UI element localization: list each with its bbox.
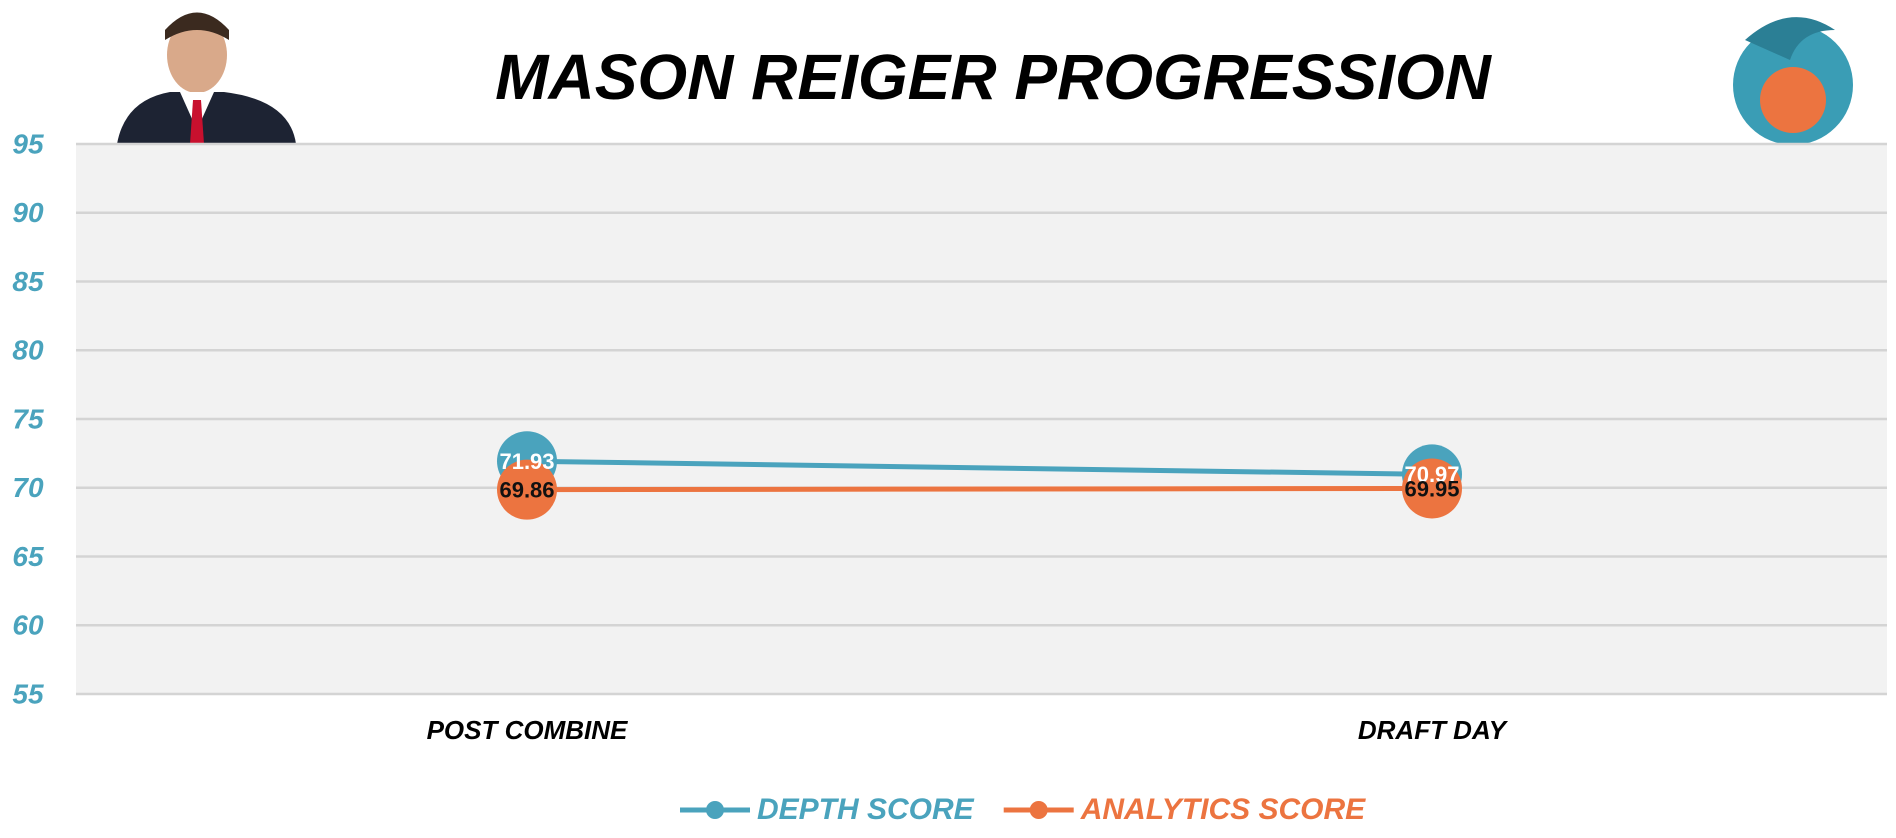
data-label: 69.86 (499, 477, 554, 502)
data-label: 71.93 (499, 449, 554, 474)
y-tick-label: 80 (12, 335, 44, 366)
y-tick-label: 95 (12, 128, 44, 159)
y-tick-label: 90 (12, 197, 44, 228)
point (1402, 458, 1462, 519)
y-tick-label: 70 (12, 472, 44, 503)
team-logo (1733, 17, 1853, 145)
series-line (526, 458, 1433, 477)
y-tick-label: 60 (12, 610, 44, 641)
player-photo (117, 12, 296, 144)
x-tick-label: POST COMBINE (427, 715, 628, 745)
legend-label: ANALYTICS SCORE (1080, 793, 1366, 826)
y-tick-label: 85 (12, 266, 44, 297)
x-tick-label: DRAFT DAY (1358, 715, 1509, 745)
legend-swatch (1029, 801, 1048, 819)
y-tick-label: 65 (12, 541, 44, 572)
chart-title: MASON REIGER PROGRESSION (495, 41, 1492, 113)
y-tick-label: 55 (12, 678, 44, 709)
data-label: 69.95 (1404, 476, 1459, 501)
legend-label: DEPTH SCORE (757, 793, 975, 826)
y-tick-label: 75 (12, 403, 44, 434)
data-label: 70.97 (1404, 462, 1459, 487)
legend-swatch (706, 801, 724, 819)
series-line (526, 485, 1433, 493)
point (497, 459, 557, 520)
